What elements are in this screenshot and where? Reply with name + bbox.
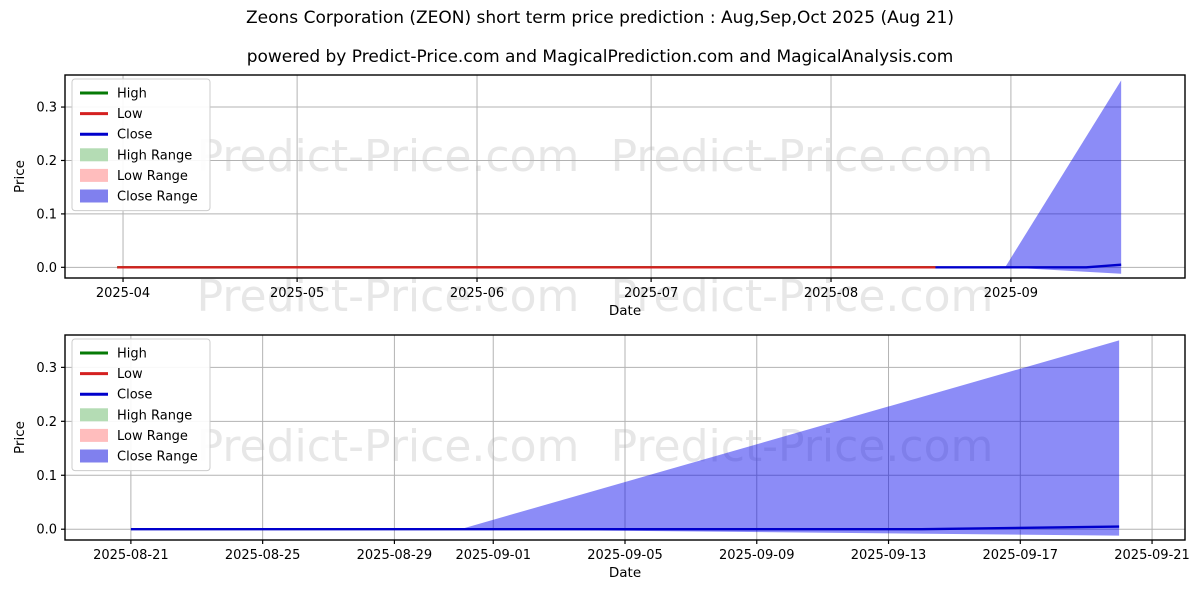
y-axis: 0.0 0.1 0.2 0.3 Price [12, 101, 65, 276]
legend-label: Low [117, 107, 143, 122]
x-tick-label: 2025-09 [984, 286, 1038, 301]
y-tick-label: 0.3 [36, 361, 57, 376]
x-axis: 2025-08-21 2025-08-25 2025-08-29 2025-09-01… [93, 540, 1190, 581]
plot-border [64, 74, 1186, 279]
high-range-legend-swatch [80, 148, 108, 162]
top-chart: 2025-04 2025-05 2025-06 2025-07 2025-08 2025-… [12, 74, 1186, 319]
x-tick-label: 2025-09-21 [1114, 548, 1190, 563]
x-tick-label: 2025-08 [804, 286, 858, 301]
low-range-legend-swatch [80, 428, 108, 442]
y-axis: 0.0 0.1 0.2 0.3 Price [12, 361, 65, 538]
watermark-text: Predict-Price.com [197, 421, 580, 472]
legend-label: Close Range [117, 190, 198, 205]
x-tick-label: 2025-09-13 [851, 548, 927, 563]
close-range-band [1005, 80, 1122, 274]
x-tick-label: 2025-09-09 [719, 548, 795, 563]
close-line [130, 525, 1120, 531]
x-tick-label: 2025-08-21 [93, 548, 169, 563]
legend-label: High [117, 347, 147, 362]
x-axis-title: Date [609, 303, 641, 319]
close-range-legend-swatch [80, 189, 108, 203]
y-tick-label: 0.2 [36, 415, 57, 430]
watermark-text: Predict-Price.com [611, 421, 994, 472]
close-line [935, 263, 1122, 269]
page-title: Zeons Corporation (ZEON) short term pric… [246, 8, 954, 28]
x-tick-label: 2025-09-01 [455, 548, 531, 563]
x-axis-title: Date [609, 565, 641, 581]
y-axis-title: Price [12, 160, 28, 193]
watermark-text: Predict-Price.com [197, 271, 580, 322]
legend: High Low Close High Range Low Range Close Ran… [71, 338, 211, 472]
high-range-legend-swatch [80, 408, 108, 422]
x-tick-label: 2025-05 [270, 286, 324, 301]
close-range-band [460, 340, 1120, 536]
x-tick-label: 2025-07 [624, 286, 678, 301]
y-tick-label: 0.2 [36, 154, 57, 169]
x-tick-label: 2025-08-29 [357, 548, 433, 563]
legend-label: Low Range [117, 169, 188, 184]
x-tick-label: 2025-09-05 [587, 548, 663, 563]
watermark-text: Predict-Price.com [197, 131, 580, 182]
watermark-layer: Predict-Price.com Predict-Price.com Predic… [197, 131, 994, 472]
x-tick-label: 2025-04 [96, 286, 150, 301]
y-tick-label: 0.1 [36, 207, 57, 222]
y-tick-label: 0.0 [36, 523, 57, 538]
y-tick-label: 0.3 [36, 101, 57, 116]
x-tick-label: 2025-06 [450, 286, 504, 301]
x-tick-label: 2025-09-17 [983, 548, 1059, 563]
bottom-chart: 2025-08-21 2025-08-25 2025-08-29 2025-09-01… [12, 334, 1190, 581]
y-tick-label: 0.1 [36, 469, 57, 484]
legend-label: High [117, 87, 147, 102]
legend-label: High Range [117, 148, 192, 163]
legend-label: Close [117, 128, 152, 143]
watermark-text: Predict-Price.com [611, 271, 994, 322]
legend-label: Low [117, 367, 143, 382]
watermark-text: Predict-Price.com [611, 131, 994, 182]
legend: High Low Close High Range Low Range Close Ran… [71, 78, 211, 212]
legend-label: Low Range [117, 429, 188, 444]
low-range-legend-swatch [80, 168, 108, 182]
y-tick-label: 0.0 [36, 261, 57, 276]
legend-label: Close Range [117, 450, 198, 465]
y-axis-title: Price [12, 421, 28, 454]
x-axis: 2025-04 2025-05 2025-06 2025-07 2025-08 2025-… [96, 278, 1038, 319]
legend-label: Close [117, 388, 152, 403]
x-tick-label: 2025-08-25 [225, 548, 301, 563]
page-subtitle: powered by Predict-Price.com and Magical… [246, 47, 954, 67]
close-range-legend-swatch [80, 449, 108, 463]
legend-label: High Range [117, 408, 192, 423]
